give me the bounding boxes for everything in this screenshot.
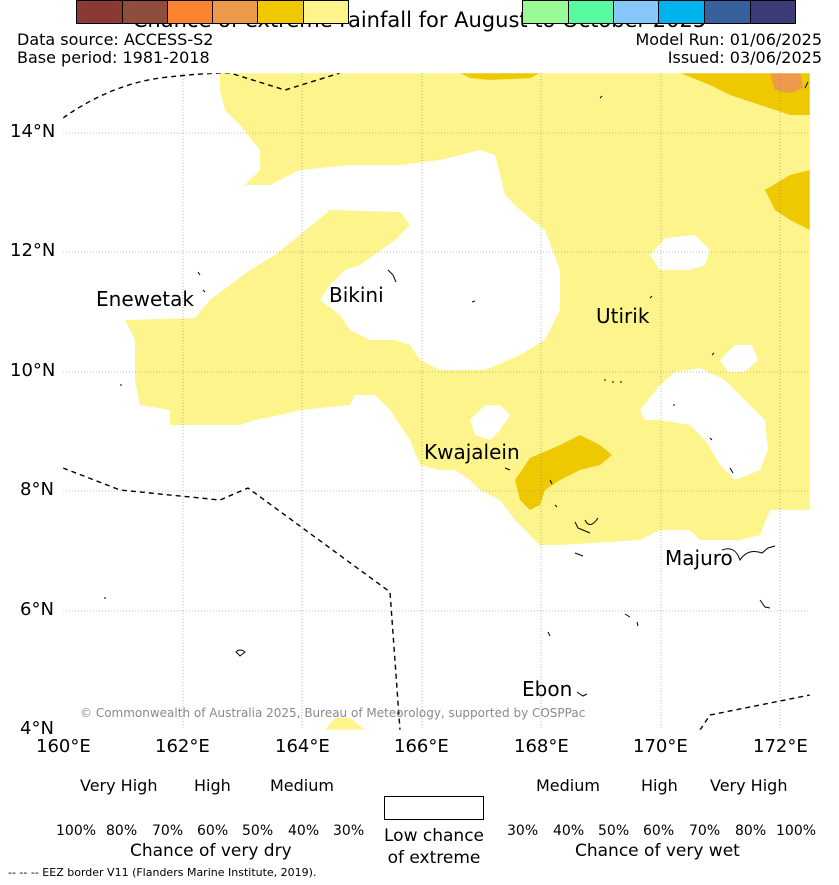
dry-legend-title: Chance of very dry	[130, 841, 292, 861]
lon-tick: 166°E	[394, 736, 449, 757]
data-source: Data source: ACCESS-S2	[17, 30, 214, 49]
wet-legend-title: Chance of very wet	[575, 841, 740, 861]
wet-tick: 80%	[735, 823, 767, 839]
dry-tick: 30%	[333, 823, 365, 839]
low-chance-label-line1: Low chance	[384, 826, 484, 846]
wet-swatch	[613, 0, 658, 24]
lat-tick: 12°N	[10, 240, 56, 261]
dry-category-medium: Medium	[270, 776, 334, 795]
copyright-notice: © Commonwealth of Australia 2025, Bureau…	[80, 706, 586, 720]
lon-tick: 160°E	[36, 736, 91, 757]
model-run: Model Run: 01/06/2025	[635, 30, 823, 49]
dry-tick: 40%	[288, 823, 320, 839]
issued-date: Issued: 03/06/2025	[667, 48, 822, 67]
wet-tick: 50%	[598, 823, 630, 839]
lat-tick: 4°N	[20, 718, 54, 739]
dry-category-high: High	[194, 776, 231, 795]
wet-category-high: High	[641, 776, 678, 795]
lat-tick: 6°N	[20, 599, 54, 620]
eez-footnote: -- -- -- EEZ border V11 (Flanders Marine…	[8, 866, 317, 879]
lon-tick: 168°E	[514, 736, 569, 757]
wet-swatch	[750, 0, 796, 24]
place-label-majuro: Majuro	[665, 546, 733, 570]
wet-category-very-high: Very High	[710, 776, 788, 795]
wet-tick: 100%	[776, 823, 817, 839]
place-label-utirik: Utirik	[596, 304, 650, 328]
wet-tick: 30%	[507, 823, 539, 839]
low-chance-swatch	[384, 796, 484, 820]
lat-tick: 14°N	[10, 121, 56, 142]
wet-tick: 60%	[643, 823, 675, 839]
dry-swatch	[76, 0, 122, 24]
dry-swatch	[303, 0, 349, 24]
dry-swatch	[257, 0, 303, 24]
dry-tick: 60%	[197, 823, 229, 839]
lat-tick: 8°N	[20, 479, 54, 500]
wet-swatch	[704, 0, 750, 24]
wet-swatch	[522, 0, 568, 24]
lon-tick: 172°E	[753, 736, 808, 757]
low-chance-label-line2: of extreme	[387, 848, 481, 868]
place-label-kwajalein: Kwajalein	[424, 440, 520, 464]
wet-tick: 40%	[553, 823, 585, 839]
wet-swatch	[658, 0, 704, 24]
island-outlines	[104, 81, 809, 697]
lat-tick: 10°N	[10, 360, 56, 381]
dry-40-50-region	[515, 435, 612, 510]
dry-category-very-high: Very High	[80, 776, 158, 795]
lon-tick: 162°E	[155, 736, 210, 757]
wet-swatch	[568, 0, 613, 24]
lon-tick: 164°E	[275, 736, 330, 757]
place-label-enewetak: Enewetak	[96, 287, 194, 311]
dry-tick: 70%	[152, 823, 184, 839]
place-label-bikini: Bikini	[329, 283, 384, 307]
dry-swatch	[122, 0, 167, 24]
lon-tick: 170°E	[633, 736, 688, 757]
place-label-ebon: Ebon	[522, 677, 573, 701]
dry-tick: 100%	[56, 823, 97, 839]
wet-tick: 70%	[689, 823, 721, 839]
map-plot-area	[63, 73, 810, 730]
dry-tick: 80%	[106, 823, 138, 839]
dry-swatch	[212, 0, 257, 24]
base-period: Base period: 1981-2018	[17, 48, 210, 67]
wet-category-medium: Medium	[536, 776, 600, 795]
dry-swatch	[167, 0, 212, 24]
dry-50-60-region	[770, 73, 803, 93]
dry-30-40-region	[125, 73, 810, 545]
dry-tick: 50%	[242, 823, 274, 839]
